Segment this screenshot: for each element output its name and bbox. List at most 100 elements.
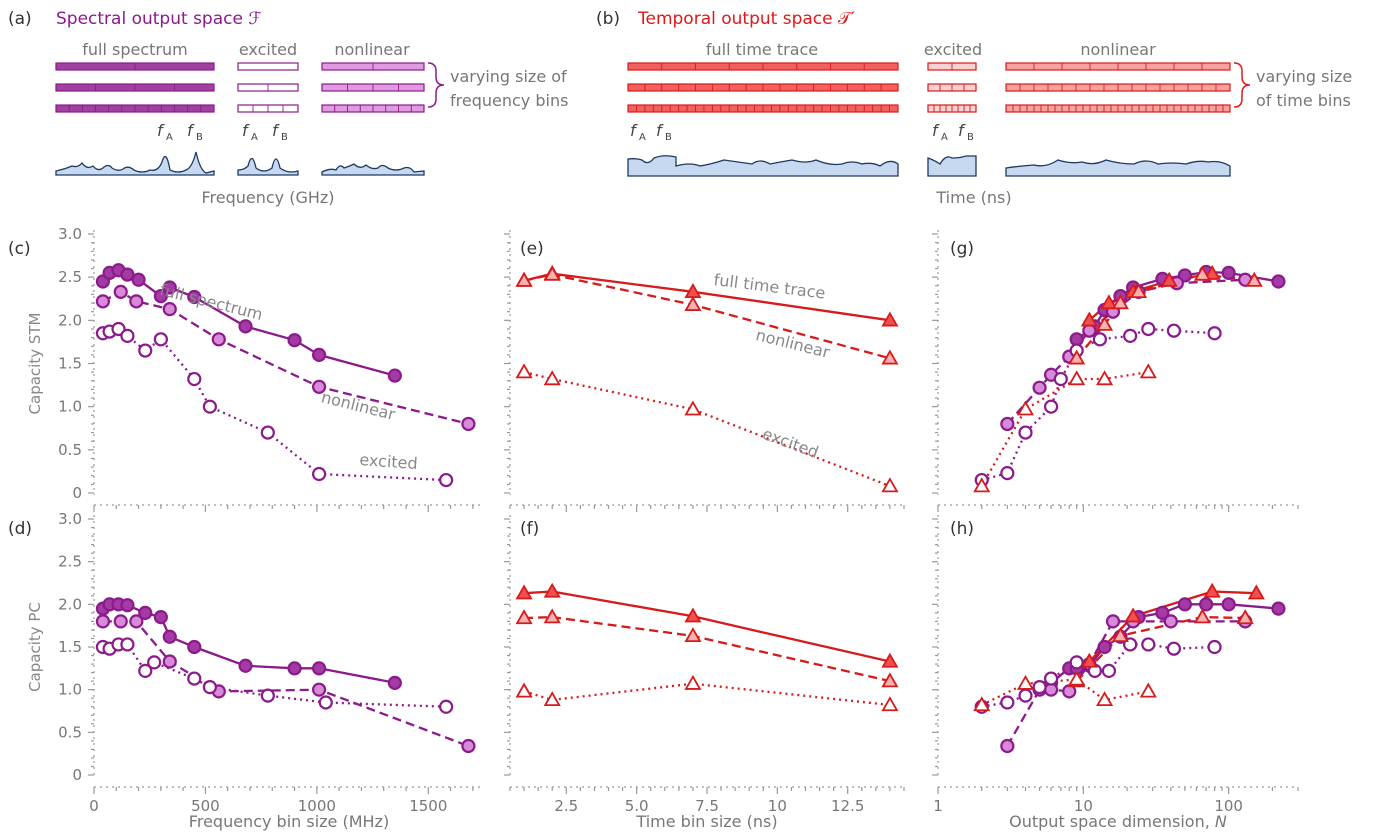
marker-spectral-nonlinear-6 bbox=[1105, 614, 1121, 629]
marker-full-spectrum-11 bbox=[311, 347, 327, 362]
marker-nonlinear-3 bbox=[129, 294, 144, 309]
y-tick-label-c: 1.5 bbox=[58, 355, 82, 373]
marker-excited-6 bbox=[147, 655, 162, 670]
series-line-full-time-trace bbox=[524, 590, 891, 663]
label-fB-1: f bbox=[187, 121, 195, 140]
marker-excited-1 bbox=[515, 682, 533, 698]
panel-label-h: (h) bbox=[950, 519, 974, 539]
annotation-nonlinear: nonlinear bbox=[319, 387, 397, 424]
xlabel-time-ns: Time (ns) bbox=[935, 188, 1011, 207]
chart-grid: (c) 0 0.5 1.0 1.5 2.0 2.5 3.0 Capacity STM full s… bbox=[8, 225, 1299, 831]
marker-temporal-nonlinear-1 bbox=[1068, 349, 1086, 365]
marker-excited-8 bbox=[202, 399, 217, 414]
marker-nonlinear-7 bbox=[461, 738, 476, 754]
marker-temporal-nonlinear-2 bbox=[1096, 315, 1114, 331]
y-tick-label-d: 1.0 bbox=[58, 681, 82, 699]
frequency-bins bbox=[55, 62, 425, 113]
panel-label-c: (c) bbox=[8, 239, 31, 259]
marker-full-time-trace-1 bbox=[515, 584, 533, 600]
marker-temporal-full-1 bbox=[1080, 311, 1098, 327]
marker-excited-7 bbox=[187, 671, 202, 686]
marker-spectral-excited-3 bbox=[1018, 688, 1033, 703]
marker-full-spectrum-8 bbox=[187, 289, 202, 305]
label-fB-1-sub: B bbox=[196, 132, 203, 143]
label-fA-4: f bbox=[932, 121, 940, 140]
marker-full-spectrum-12 bbox=[387, 368, 402, 383]
marker-full-spectrum-11 bbox=[311, 661, 327, 676]
y-tick-label-d: 2.5 bbox=[58, 553, 82, 571]
label-fB-4-sub: B bbox=[967, 132, 974, 143]
chart-f: (f) 2.5 5.0 7.5 10 12.5 Time bin size (ns) bbox=[504, 515, 905, 831]
marker-spectral-excited-11 bbox=[1207, 326, 1222, 341]
label-fB-3: f bbox=[656, 121, 664, 140]
label-fA-2: f bbox=[242, 121, 250, 140]
marker-spectral-excited-9 bbox=[1141, 321, 1156, 337]
xlabel-frequency-ghz: Frequency (GHz) bbox=[201, 188, 334, 207]
marker-nonlinear-2 bbox=[113, 614, 128, 629]
panel-b-title: Temporal output space 𝒯′ bbox=[637, 9, 855, 29]
marker-spectral-nonlinear-1 bbox=[1000, 738, 1015, 754]
x-axis-label-h: Output space dimension, N bbox=[1009, 812, 1227, 831]
y-tick-label-c: 2.5 bbox=[58, 268, 82, 286]
marker-nonlinear-6 bbox=[311, 379, 327, 394]
marker-nonlinear-1 bbox=[515, 271, 533, 287]
group-label-excited-a: excited bbox=[239, 40, 297, 59]
y-tick-label-c: 1.0 bbox=[58, 398, 82, 416]
marker-nonlinear-7 bbox=[461, 416, 476, 432]
chart-d: (d) 0 0.5 1.0 1.5 2.0 2.5 3.0 Capacity PC 0 500 100… bbox=[8, 510, 484, 831]
brace-note-a-2: frequency bins bbox=[450, 91, 568, 110]
marker-temporal-full-5 bbox=[1203, 264, 1221, 280]
trace-nonlinear bbox=[1005, 159, 1231, 177]
marker-temporal-nonlinear-2 bbox=[1111, 627, 1129, 643]
marker-spectral-full-11 bbox=[1221, 597, 1236, 612]
marker-nonlinear-2 bbox=[113, 284, 128, 299]
x-tick-label-f: 7.5 bbox=[695, 797, 719, 815]
marker-full-spectrum-9 bbox=[238, 658, 253, 673]
marker-temporal-full-2 bbox=[1124, 607, 1142, 623]
series-line-spectral-excited bbox=[981, 327, 1215, 482]
marker-temporal-excited-5 bbox=[1139, 363, 1157, 379]
label-fB-2: f bbox=[272, 121, 280, 140]
marker-nonlinear-3 bbox=[684, 627, 702, 643]
marker-temporal-full-1 bbox=[1080, 652, 1098, 668]
marker-temporal-excited-1 bbox=[973, 477, 991, 493]
x-tick-label-f: 10 bbox=[768, 797, 787, 815]
brace-note-b-1: varying size bbox=[1256, 67, 1352, 86]
marker-temporal-nonlinear-4 bbox=[1236, 609, 1254, 625]
marker-spectral-full-5 bbox=[1097, 639, 1112, 655]
marker-spectral-excited-10 bbox=[1166, 323, 1182, 338]
fA-fB-labels-a: f A f B f A f B bbox=[157, 121, 288, 143]
marker-temporal-excited-5 bbox=[1139, 682, 1157, 698]
x-tick-label-d: 0 bbox=[89, 797, 99, 815]
marker-temporal-excited-2 bbox=[1016, 400, 1035, 416]
marker-nonlinear-4 bbox=[162, 654, 177, 669]
marker-excited-11 bbox=[439, 472, 454, 488]
marker-full-time-trace-2 bbox=[543, 582, 561, 598]
series-line-spectral-nonlinear bbox=[1006, 278, 1246, 425]
marker-full-spectrum-12 bbox=[387, 675, 402, 690]
panel-label-e: (e) bbox=[520, 239, 544, 259]
marker-spectral-excited-4 bbox=[1043, 399, 1059, 414]
marker-excited-3 bbox=[684, 400, 702, 416]
y-tick-label-c: 3.0 bbox=[58, 225, 82, 243]
y-tick-label-d: 1.5 bbox=[58, 638, 82, 656]
marker-temporal-nonlinear-5 bbox=[1193, 265, 1211, 281]
marker-excited-2 bbox=[543, 370, 561, 386]
marker-spectral-excited-3 bbox=[1018, 425, 1033, 440]
brace-note-b-2: of time bins bbox=[1256, 91, 1351, 110]
marker-spectral-full-12 bbox=[1271, 601, 1286, 616]
annotation-full-spectrum: full spectrum bbox=[158, 280, 265, 324]
panel-b: (b) Temporal output space 𝒯′ full time t… bbox=[596, 9, 1352, 207]
marker-nonlinear-4 bbox=[881, 672, 899, 688]
group-label-excited-b: excited bbox=[924, 40, 982, 59]
x-tick-label-f: 2.5 bbox=[554, 797, 578, 815]
x-axis-label-var: N bbox=[1215, 812, 1227, 831]
panel-label-f: (f) bbox=[520, 519, 539, 539]
annotation-nonlinear: nonlinear bbox=[754, 325, 832, 362]
panel-a-title: Spectral output space ℱ bbox=[56, 9, 262, 29]
marker-nonlinear-3 bbox=[129, 614, 144, 629]
marker-excited-4 bbox=[120, 637, 135, 652]
marker-excited-6 bbox=[153, 332, 168, 347]
